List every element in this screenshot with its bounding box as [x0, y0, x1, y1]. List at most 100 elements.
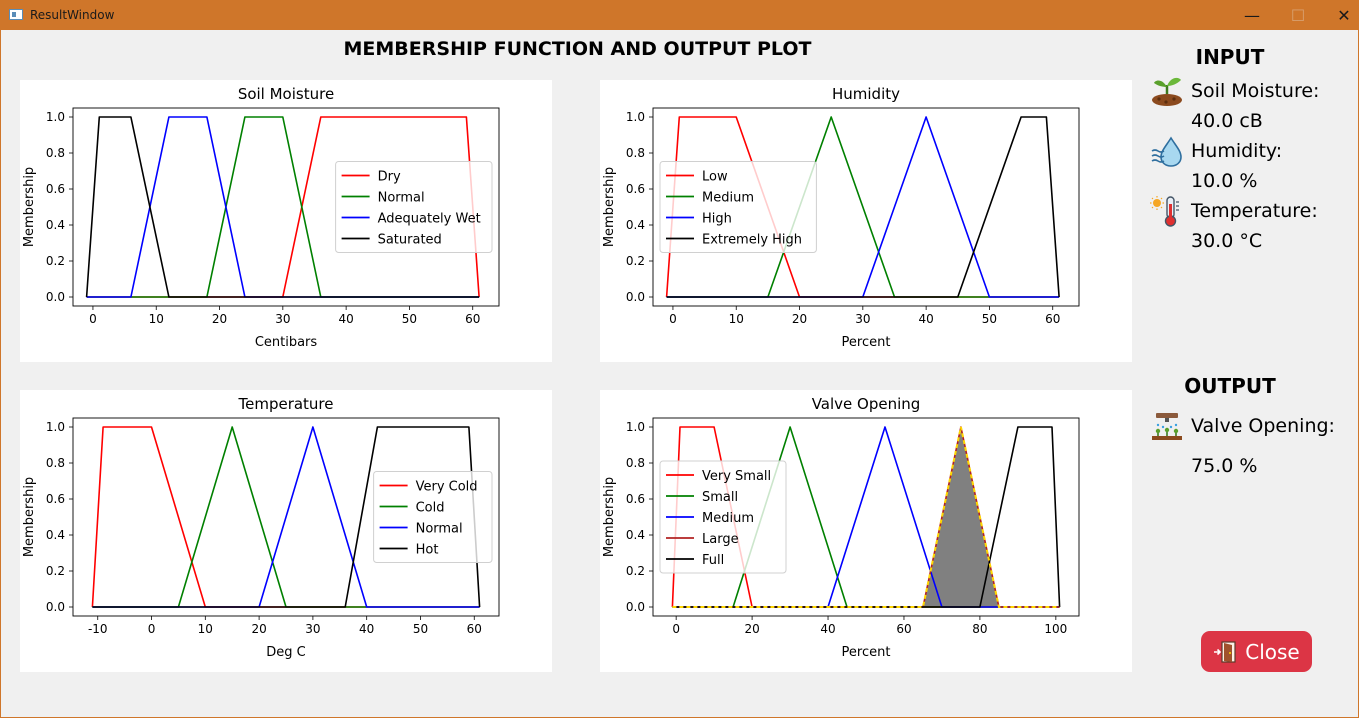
y-tick-label: 0.2: [626, 254, 645, 268]
y-tick-label: 0.6: [626, 492, 645, 506]
minimize-button[interactable]: —: [1244, 5, 1260, 25]
chart-title: Valve Opening: [812, 395, 921, 413]
y-axis-label: Membership: [602, 477, 617, 557]
x-tick-label: 0: [89, 312, 97, 326]
y-tick-label: 1.0: [46, 110, 65, 124]
x-tick-label: 40: [359, 622, 374, 636]
y-tick-label: 0.2: [46, 564, 65, 578]
y-tick-label: 0.8: [46, 456, 65, 470]
legend-entry: Saturated: [378, 233, 442, 248]
x-tick-label: 20: [744, 622, 759, 636]
valve-opening-panel: Valve Opening 0 20 40 60 80 100 0.0 0.2 0.4 0.6 0.8…: [600, 390, 1132, 672]
x-tick-label: 50: [982, 312, 997, 326]
plant-soil-icon: [1152, 77, 1182, 106]
soil-moisture-value: 40.0 cB: [1191, 110, 1263, 132]
soil-moisture-chart: Soil Moisture 0 10 20 30 40 50 60 0.0 0.2 0.4 0.6 0.…: [22, 85, 500, 350]
legend-entry: Cold: [416, 501, 445, 516]
x-tick-label: 100: [1044, 622, 1067, 636]
close-button[interactable]: Close: [1201, 631, 1312, 672]
legend-entry: Medium: [702, 511, 754, 526]
legend-entry: Very Cold: [416, 480, 478, 495]
y-tick-label: 0.6: [46, 492, 65, 506]
window-close-button[interactable]: ✕: [1337, 5, 1351, 25]
exit-door-icon: [1214, 640, 1236, 663]
x-tick-label: 40: [918, 312, 933, 326]
humidity-panel: Humidity 0 10 20 30 40 50 60 0.0 0.2 0.4 0.6 0.8 1.0 P…: [600, 80, 1132, 362]
x-axis-label: Deg C: [266, 645, 305, 660]
y-axis-label: Membership: [22, 477, 37, 557]
legend-box: [659, 460, 787, 574]
legend-entry: Medium: [702, 191, 754, 206]
legend-box: [335, 161, 493, 253]
humidity-chart: Humidity 0 10 20 30 40 50 60 0.0 0.2 0.4 0.6 0.8 1.0 P…: [602, 85, 1080, 350]
y-axis-label: Membership: [22, 167, 37, 247]
x-tick-label: 50: [413, 622, 428, 636]
x-tick-label: 30: [855, 312, 870, 326]
plot-frame: [72, 417, 500, 617]
x-tick-label: 20: [792, 312, 807, 326]
temperature-value: 30.0 °C: [1191, 230, 1263, 252]
x-tick-label: 60: [1045, 312, 1060, 326]
y-tick-label: 0.6: [46, 182, 65, 196]
soil-moisture-label: Soil Moisture:: [1191, 80, 1320, 102]
legend-entry: Full: [702, 553, 724, 568]
x-tick-label: 40: [820, 622, 835, 636]
x-tick-label: 0: [148, 622, 156, 636]
x-tick-label: 20: [212, 312, 227, 326]
x-axis-label: Percent: [842, 335, 891, 350]
x-tick-label: -10: [88, 622, 108, 636]
x-tick-label: 10: [729, 312, 744, 326]
y-tick-label: 0.6: [626, 182, 645, 196]
window-title: ResultWindow: [30, 8, 115, 22]
valve-opening-label: Valve Opening:: [1191, 415, 1335, 437]
y-tick-label: 0.8: [46, 146, 65, 160]
plot-frame: [72, 107, 500, 307]
y-tick-label: 0.2: [626, 564, 645, 578]
plot-frame: [652, 107, 1080, 307]
x-tick-label: 0: [669, 312, 677, 326]
legend-entry: Very Small: [702, 469, 771, 484]
x-tick-label: 40: [338, 312, 353, 326]
y-tick-label: 0.4: [626, 218, 645, 232]
series-line-saturated: [85, 116, 480, 298]
y-tick-label: 1.0: [46, 420, 65, 434]
x-tick-label: 10: [198, 622, 213, 636]
x-axis-label: Centibars: [255, 335, 318, 350]
x-axis-label: Percent: [842, 645, 891, 660]
y-tick-label: 0.0: [626, 600, 645, 614]
legend-entry: Normal: [378, 191, 425, 206]
y-tick-label: 0.0: [626, 290, 645, 304]
chart-title: Humidity: [832, 85, 900, 103]
legend-box: [659, 161, 817, 253]
y-tick-label: 0.2: [46, 254, 65, 268]
legend-entry: Hot: [416, 543, 439, 558]
x-tick-label: 0: [672, 622, 680, 636]
x-tick-label: 80: [972, 622, 987, 636]
y-tick-label: 1.0: [626, 420, 645, 434]
humidity-drop-icon: [1151, 136, 1182, 167]
y-tick-label: 1.0: [626, 110, 645, 124]
window-titlebar[interactable]: ResultWindow — ☐ ✕: [0, 0, 1359, 30]
x-tick-label: 10: [149, 312, 164, 326]
page-title: MEMBERSHIP FUNCTION AND OUTPUT PLOT: [343, 38, 812, 60]
maximize-button[interactable]: ☐: [1290, 5, 1306, 25]
chart-title: Temperature: [237, 395, 333, 413]
x-tick-label: 50: [402, 312, 417, 326]
series-line-extremely-high: [666, 116, 1060, 298]
legend-entry: Small: [702, 490, 738, 505]
y-tick-label: 0.4: [46, 528, 65, 542]
soil-moisture-panel: Soil Moisture 0 10 20 30 40 50 60 0.0 0.2 0.4 0.6 0.…: [20, 80, 552, 362]
plot-frame: [652, 417, 1080, 617]
humidity-label: Humidity:: [1191, 140, 1283, 162]
input-header: INPUT: [1195, 45, 1265, 69]
thermometer-icon: [1150, 196, 1179, 227]
sprinkler-icon: [1152, 413, 1182, 440]
x-tick-label: 60: [896, 622, 911, 636]
valve-opening-chart: Valve Opening 0 20 40 60 80 100 0.0 0.2 0.4 0.6 0.8…: [602, 395, 1080, 660]
x-tick-label: 60: [467, 622, 482, 636]
temperature-chart: Temperature -10 0 10 20 30 40 50 60 0.0 0.2 0.4 0.6 0…: [22, 395, 500, 660]
humidity-value: 10.0 %: [1191, 170, 1258, 192]
y-tick-label: 0.0: [46, 290, 65, 304]
x-tick-label: 60: [465, 312, 480, 326]
legend-entry: Low: [702, 170, 728, 185]
